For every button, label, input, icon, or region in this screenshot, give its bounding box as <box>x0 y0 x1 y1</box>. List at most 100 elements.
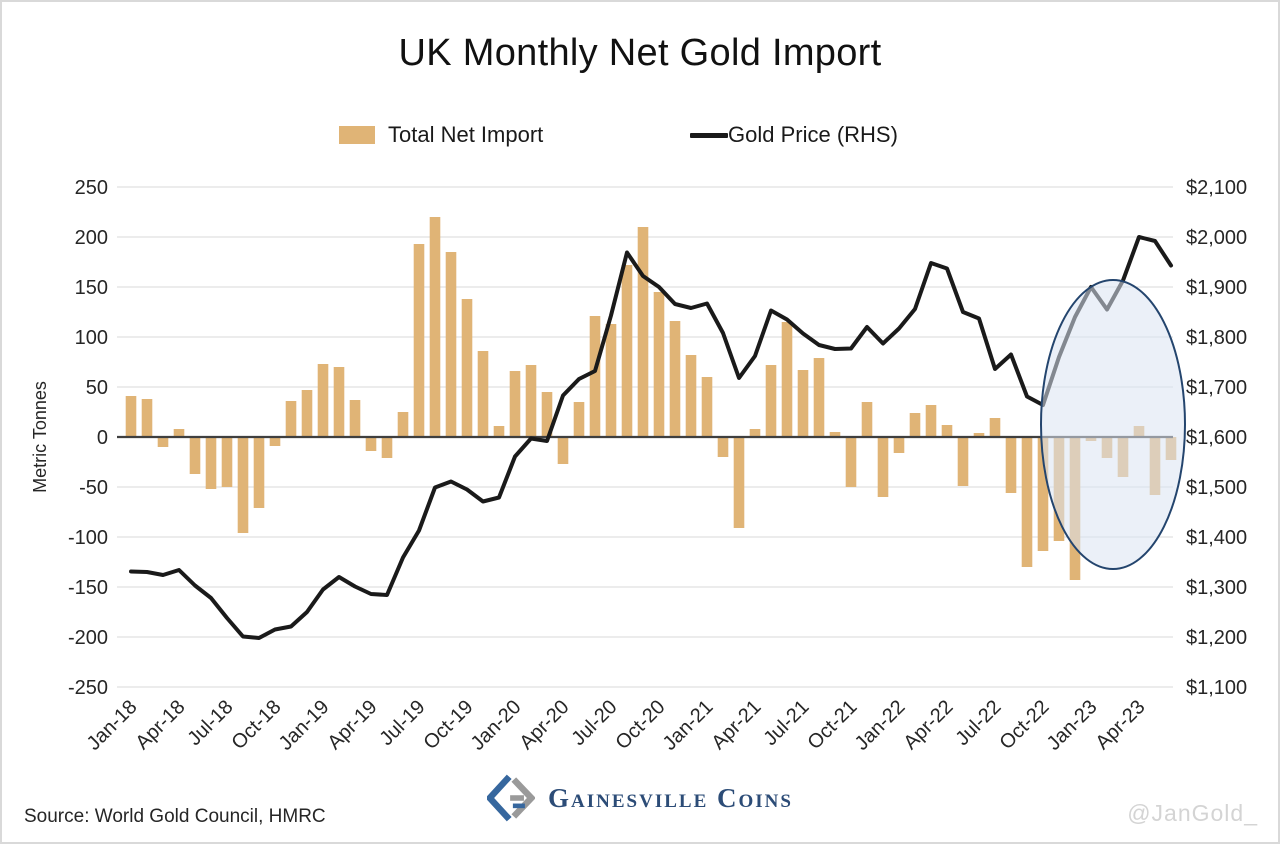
bar-Mar-19 <box>349 400 361 437</box>
bar-Nov-21 <box>861 402 873 437</box>
right-axis-labels: $2,100 $2,000 $1,900 $1,800 $1,700 $1,600 $1,5… <box>1186 177 1247 699</box>
bar-May-18 <box>189 437 201 474</box>
recent-period-highlight <box>1040 279 1186 570</box>
bar-Aug-21 <box>813 358 825 437</box>
bar-Aug-22 <box>1005 437 1017 493</box>
bar-Nov-19 <box>477 351 489 437</box>
bar-Jan-19 <box>317 364 329 437</box>
bar-Mar-21 <box>733 437 745 528</box>
x-tick-Jul-19: Jul-19 <box>375 696 429 750</box>
right-tick-1400: $1,400 <box>1186 527 1247 549</box>
bar-Mar-20 <box>541 392 553 437</box>
y-axis-title: Metric Tonnes <box>30 381 50 493</box>
bar-Jun-20 <box>589 316 601 437</box>
x-tick-Jul-18: Jul-18 <box>183 696 237 750</box>
bar-Jun-18 <box>205 437 217 489</box>
x-tick-Jul-21: Jul-21 <box>759 696 813 750</box>
bar-Jul-21 <box>797 370 809 437</box>
bar-Oct-20 <box>653 292 665 437</box>
bar-Jun-19 <box>397 412 409 437</box>
bar-Feb-18 <box>141 399 153 437</box>
bar-Nov-20 <box>669 321 681 437</box>
bar-Nov-18 <box>285 401 297 437</box>
bar-Jul-19 <box>413 244 425 437</box>
x-tick-Jul-22: Jul-22 <box>951 696 1005 750</box>
chart-title: UK Monthly Net Gold Import <box>398 32 882 74</box>
gold-price-line <box>129 235 1173 640</box>
bar-Apr-20 <box>557 437 569 464</box>
bar-Oct-21 <box>845 437 857 487</box>
left-tick-0: 0 <box>97 427 108 449</box>
author-handle: @JanGold_ <box>1127 800 1258 826</box>
right-tick-1200: $1,200 <box>1186 627 1247 649</box>
legend-item-net-import: Total Net Import <box>339 121 543 149</box>
bar-Sep-21 <box>829 432 841 437</box>
bar-Jun-21 <box>781 322 793 437</box>
x-tick-Apr-20: Apr-20 <box>516 696 574 754</box>
right-tick-1800: $1,800 <box>1186 327 1247 349</box>
left-tick--150: -150 <box>68 577 108 599</box>
bar-Feb-21 <box>717 437 729 457</box>
right-tick-1900: $1,900 <box>1186 277 1247 299</box>
bar-May-21 <box>765 365 777 437</box>
bar-Oct-22 <box>1037 437 1049 551</box>
x-tick-Jan-20: Jan-20 <box>467 696 526 755</box>
bar-Apr-22 <box>941 425 953 437</box>
bar-Mar-18 <box>157 437 169 447</box>
x-tick-Jan-19: Jan-19 <box>275 696 334 755</box>
right-tick-1100: $1,100 <box>1186 677 1247 699</box>
source-note: Source: World Gold Council, HMRC <box>24 806 326 827</box>
x-tick-Oct-18: Oct-18 <box>228 696 286 754</box>
line-swatch-icon <box>690 132 728 138</box>
bar-Jul-22 <box>989 418 1001 437</box>
x-tick-Jan-21: Jan-21 <box>659 696 718 755</box>
bar-swatch-icon <box>339 126 375 144</box>
x-tick-Oct-22: Oct-22 <box>996 696 1054 754</box>
right-tick-2100: $2,100 <box>1186 177 1247 199</box>
bar-Apr-19 <box>365 437 377 451</box>
bar-Oct-18 <box>269 437 281 446</box>
left-tick--50: -50 <box>79 477 108 499</box>
x-tick-Jan-18: Jan-18 <box>83 696 142 755</box>
bar-Aug-19 <box>429 217 441 437</box>
right-tick-1300: $1,300 <box>1186 577 1247 599</box>
bar-Jul-18 <box>221 437 233 487</box>
x-tick-Apr-23: Apr-23 <box>1092 696 1150 754</box>
bar-May-22 <box>957 437 969 486</box>
bar-Oct-19 <box>461 299 473 437</box>
left-tick--100: -100 <box>68 527 108 549</box>
bar-Dec-18 <box>301 390 313 437</box>
bar-May-19 <box>381 437 393 458</box>
bar-Apr-21 <box>749 429 761 437</box>
right-tick-1500: $1,500 <box>1186 477 1247 499</box>
bar-Dec-20 <box>685 355 697 437</box>
bar-Jun-22 <box>973 433 985 437</box>
bar-Jan-18 <box>125 396 137 437</box>
x-tick-Oct-21: Oct-21 <box>804 696 862 754</box>
brand-name: Gainesville Coins <box>548 782 793 813</box>
x-tick-Jan-23: Jan-23 <box>1043 696 1102 755</box>
x-axis-labels: Jan-18Apr-18Jul-18Oct-18Jan-19Apr-19Jul-… <box>83 696 1150 755</box>
right-tick-1600: $1,600 <box>1186 427 1247 449</box>
highlight-ellipse <box>1040 279 1186 570</box>
bar-Aug-18 <box>237 437 249 533</box>
x-tick-Apr-22: Apr-22 <box>900 696 958 754</box>
right-tick-1700: $1,700 <box>1186 377 1247 399</box>
bar-Apr-18 <box>173 429 185 437</box>
x-tick-Jul-20: Jul-20 <box>567 696 621 750</box>
bar-Dec-21 <box>877 437 889 497</box>
legend-item-gold-price: Gold Price (RHS) <box>690 121 898 149</box>
left-axis-labels: 250 200 150 100 50 0 -50 -100 -150 -200 -250 <box>68 177 108 699</box>
bar-Jan-20 <box>509 371 521 437</box>
x-tick-Apr-18: Apr-18 <box>132 696 190 754</box>
legend-label-gold-price: Gold Price (RHS) <box>728 122 898 147</box>
net-import-bars <box>125 217 1177 580</box>
bar-Sep-18 <box>253 437 265 508</box>
bar-May-20 <box>573 402 585 437</box>
bar-Feb-20 <box>525 365 537 437</box>
right-tick-2000: $2,000 <box>1186 227 1247 249</box>
gold-price-line-path <box>129 235 1173 640</box>
left-tick-150: 150 <box>75 277 108 299</box>
